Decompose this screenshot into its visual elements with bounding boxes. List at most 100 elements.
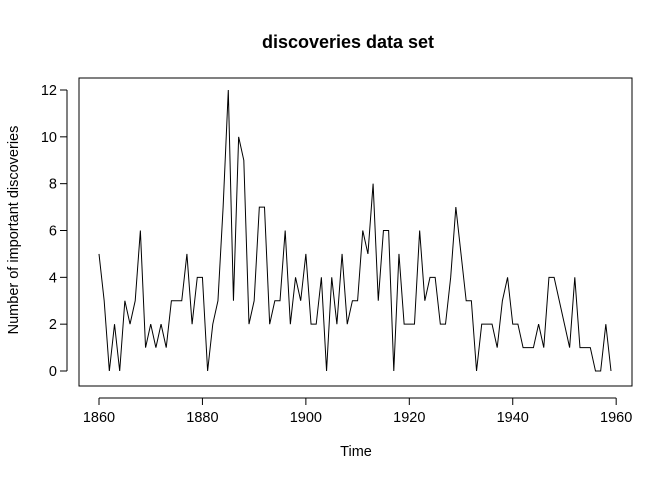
data-point [118,370,121,373]
data-point [263,206,266,209]
data-point [351,299,354,302]
data-point [185,252,188,255]
data-point [123,299,126,302]
data-point [454,206,457,209]
data-point [242,159,245,162]
data-point [356,299,359,302]
data-point [98,252,101,255]
data-point [268,323,271,326]
data-point [578,346,581,349]
data-point [423,299,426,302]
data-point [589,346,592,349]
data-point [501,299,504,302]
data-point [341,252,344,255]
data-point [553,276,556,279]
data-point [506,276,509,279]
data-point [361,229,364,232]
x-tick-label: 1900 [290,410,322,426]
data-point [491,323,494,326]
data-point [599,370,602,373]
y-axis: 0 2 4 6 8 10 12 [41,83,68,380]
data-point [537,323,540,326]
data-point [253,299,256,302]
data-point [237,135,240,138]
data-point [392,370,395,373]
data-point [475,370,478,373]
data-point [387,229,390,232]
data-point [563,323,566,326]
data-point [366,252,369,255]
data-point [558,299,561,302]
data-point [516,323,519,326]
data-point [191,323,194,326]
data-point [594,370,597,373]
data-points [98,89,613,373]
data-point [160,323,163,326]
data-point [346,323,349,326]
data-point [232,299,235,302]
data-point [154,346,157,349]
data-point [382,229,385,232]
data-point [247,323,250,326]
data-point [201,276,204,279]
x-axis: 1860 1880 1900 1920 1940 1960 [83,397,632,426]
data-point [320,276,323,279]
data-point [284,229,287,232]
data-point [206,370,209,373]
data-point [258,206,261,209]
data-point [134,299,137,302]
data-point [511,323,514,326]
y-tick-label: 4 [49,270,57,286]
data-point [542,346,545,349]
data-point [315,323,318,326]
data-point [397,252,400,255]
data-point [444,323,447,326]
data-point [470,299,473,302]
data-point [165,346,168,349]
data-point [522,346,525,349]
data-point [610,370,613,373]
data-point [449,276,452,279]
data-point [480,323,483,326]
data-point [335,323,338,326]
data-point [294,276,297,279]
x-tick-label: 1920 [393,410,425,426]
data-point [496,346,499,349]
data-point [465,299,468,302]
x-tick-label: 1880 [186,410,218,426]
y-tick-label: 12 [41,83,57,99]
data-point [196,276,199,279]
data-point [139,229,142,232]
data-point [299,299,302,302]
data-point [279,299,282,302]
x-tick-label: 1960 [600,410,632,426]
data-point [108,370,111,373]
data-point [144,346,147,349]
data-point [289,323,292,326]
data-point [222,206,225,209]
data-point [129,323,132,326]
chart-title: discoveries data set [262,32,434,52]
data-point [170,299,173,302]
data-point [418,229,421,232]
x-axis-label: Time [340,444,372,460]
data-point [573,276,576,279]
y-tick-label: 0 [49,364,57,380]
data-point [547,276,550,279]
data-point [216,299,219,302]
data-point [604,323,607,326]
x-tick-label: 1860 [83,410,115,426]
y-tick-label: 10 [41,130,57,146]
data-point [527,346,530,349]
data-point [149,323,152,326]
data-point [377,299,380,302]
plot-frame [78,77,633,387]
data-point [180,299,183,302]
x-tick-label: 1940 [497,410,529,426]
data-point [428,276,431,279]
data-point [211,323,214,326]
data-point [103,299,106,302]
y-tick-label: 2 [49,317,57,333]
data-point [227,89,230,92]
